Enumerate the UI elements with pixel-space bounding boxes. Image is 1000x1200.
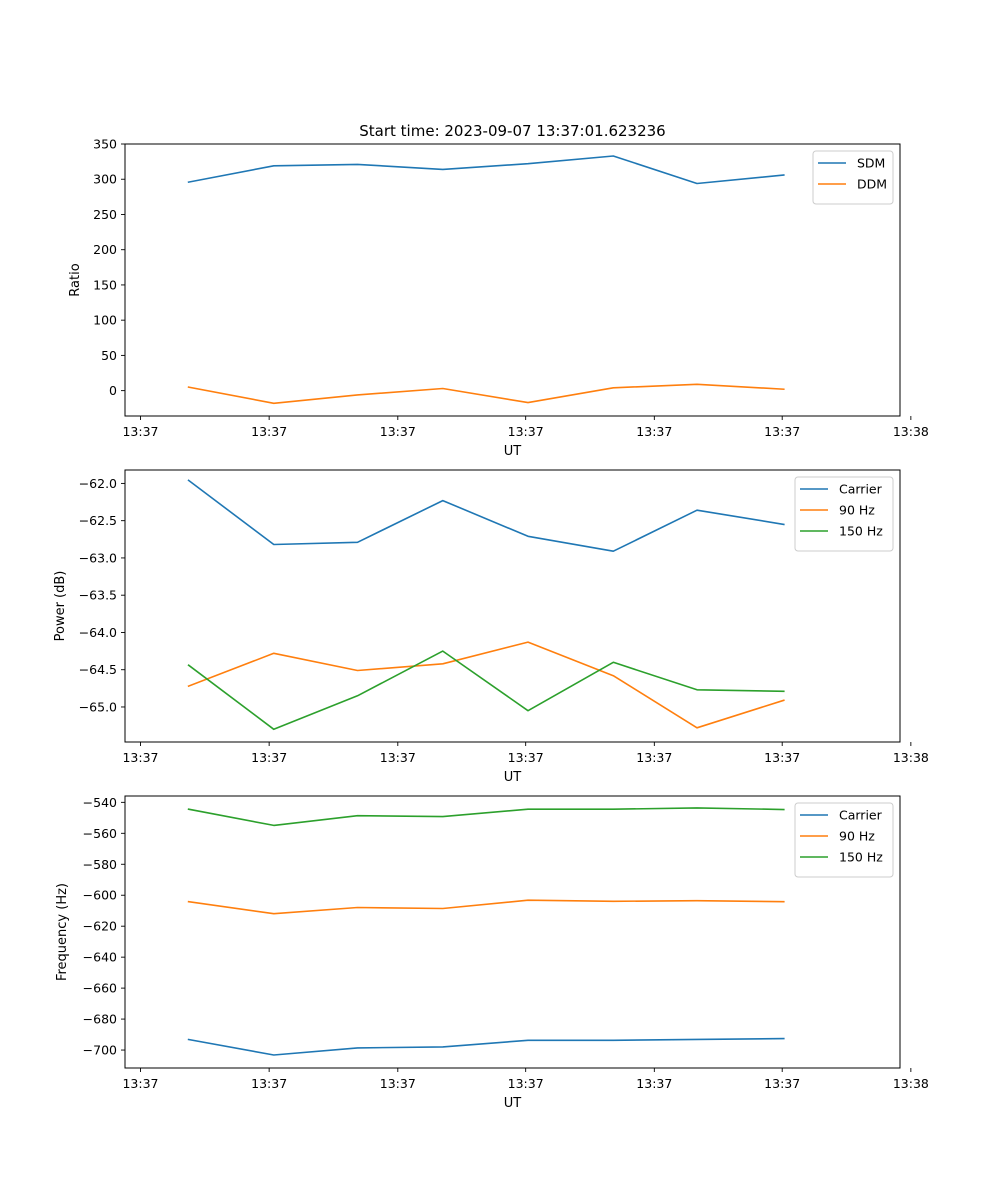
x-tick-label: 13:37	[764, 1076, 800, 1091]
y-tick-label: −63.5	[79, 588, 117, 603]
legend: Carrier 90 Hz 150 Hz	[794, 476, 894, 552]
legend-label: Carrier	[839, 482, 883, 497]
panel-3: 13:37 13:37 13:37 13:37 13:37 13:37 13:38 −540 −…	[55, 795, 929, 1111]
x-axis-label: UT	[504, 770, 522, 785]
x-tick-label: 13:37	[764, 750, 800, 765]
y-tick-label: 50	[101, 348, 117, 363]
y-tick-label: 300	[93, 172, 117, 187]
y-tick-label: −64.5	[79, 662, 117, 677]
x-tick-label: 13:37	[380, 1076, 416, 1091]
x-tick-label: 13:38	[893, 424, 929, 439]
legend-label: 150 Hz	[839, 524, 883, 539]
y-tick-label: −580	[83, 857, 117, 872]
x-axis-label: UT	[504, 444, 522, 459]
y-tick-label: −600	[83, 888, 117, 903]
y-tick-label: −62.0	[79, 476, 117, 491]
figure-title: Start time: 2023-09-07 13:37:01.623236	[359, 122, 665, 140]
y-tick-label: 150	[93, 277, 117, 292]
series-line-sdm	[187, 155, 785, 185]
axes-frame	[124, 795, 901, 1069]
legend-label: SDM	[857, 156, 885, 171]
legend-label: Carrier	[839, 808, 883, 823]
x-tick-label: 13:38	[893, 750, 929, 765]
y-axis-label: Ratio	[68, 263, 83, 296]
legend: SDM DDM	[812, 150, 894, 205]
y-tick-label: −620	[83, 919, 117, 934]
y-axis-label: Frequency (Hz)	[55, 883, 70, 981]
legend-box	[794, 802, 894, 878]
panel-1: 13:37 13:37 13:37 13:37 13:37 13:37 13:38 0 50 10…	[68, 137, 929, 460]
y-tick-label: 200	[93, 242, 117, 257]
series-line-150-hz	[187, 807, 785, 827]
y-tick-label: −65.0	[79, 699, 117, 714]
x-tick-label: 13:37	[251, 750, 287, 765]
axes-frame	[124, 143, 901, 417]
legend-box	[812, 150, 894, 205]
x-tick-label: 13:37	[251, 424, 287, 439]
x-tick-label: 13:37	[636, 424, 672, 439]
y-tick-label: −700	[83, 1043, 117, 1058]
y-tick-label: 100	[93, 313, 117, 328]
panels: 13:37 13:37 13:37 13:37 13:37 13:37 13:38 0 50 10…	[53, 137, 929, 1112]
x-tick-label: 13:37	[508, 1076, 544, 1091]
x-tick-label: 13:37	[122, 1076, 158, 1091]
x-tick-label: 13:37	[636, 1076, 672, 1091]
y-tick-label: −680	[83, 1012, 117, 1027]
x-tick-label: 13:37	[380, 750, 416, 765]
legend-label: 90 Hz	[839, 503, 875, 518]
series-line-90-hz	[187, 641, 785, 729]
x-axis-label: UT	[504, 1096, 522, 1111]
series-line-90-hz	[187, 899, 785, 915]
y-tick-label: −62.5	[79, 513, 117, 528]
y-tick-label: −540	[83, 795, 117, 810]
series-line-150-hz	[187, 650, 785, 731]
y-tick-label: 250	[93, 207, 117, 222]
y-tick-label: −660	[83, 981, 117, 996]
legend-box	[794, 476, 894, 552]
x-tick-label: 13:37	[380, 424, 416, 439]
x-tick-label: 13:37	[636, 750, 672, 765]
y-tick-label: −640	[83, 950, 117, 965]
axes-frame	[124, 469, 901, 743]
series-line-carrier	[187, 1037, 785, 1056]
y-tick-label: −64.0	[79, 625, 117, 640]
legend-label: DDM	[857, 177, 887, 192]
legend-label: 90 Hz	[839, 829, 875, 844]
x-tick-label: 13:37	[122, 424, 158, 439]
legend: Carrier 90 Hz 150 Hz	[794, 802, 894, 878]
x-tick-label: 13:37	[251, 1076, 287, 1091]
legend-label: 150 Hz	[839, 850, 883, 865]
y-axis-label: Power (dB)	[53, 571, 68, 642]
x-tick-label: 13:37	[764, 424, 800, 439]
x-tick-label: 13:37	[508, 424, 544, 439]
y-tick-label: −560	[83, 826, 117, 841]
series-line-ddm	[187, 383, 785, 405]
x-tick-label: 13:37	[508, 750, 544, 765]
series-line-carrier	[187, 479, 785, 553]
y-tick-label: 0	[109, 383, 117, 398]
x-tick-label: 13:37	[122, 750, 158, 765]
y-tick-label: −63.0	[79, 550, 117, 565]
panel-2: 13:37 13:37 13:37 13:37 13:37 13:37 13:38 −62.0…	[53, 469, 929, 785]
x-tick-label: 13:38	[893, 1076, 929, 1091]
y-tick-label: 350	[93, 137, 117, 152]
